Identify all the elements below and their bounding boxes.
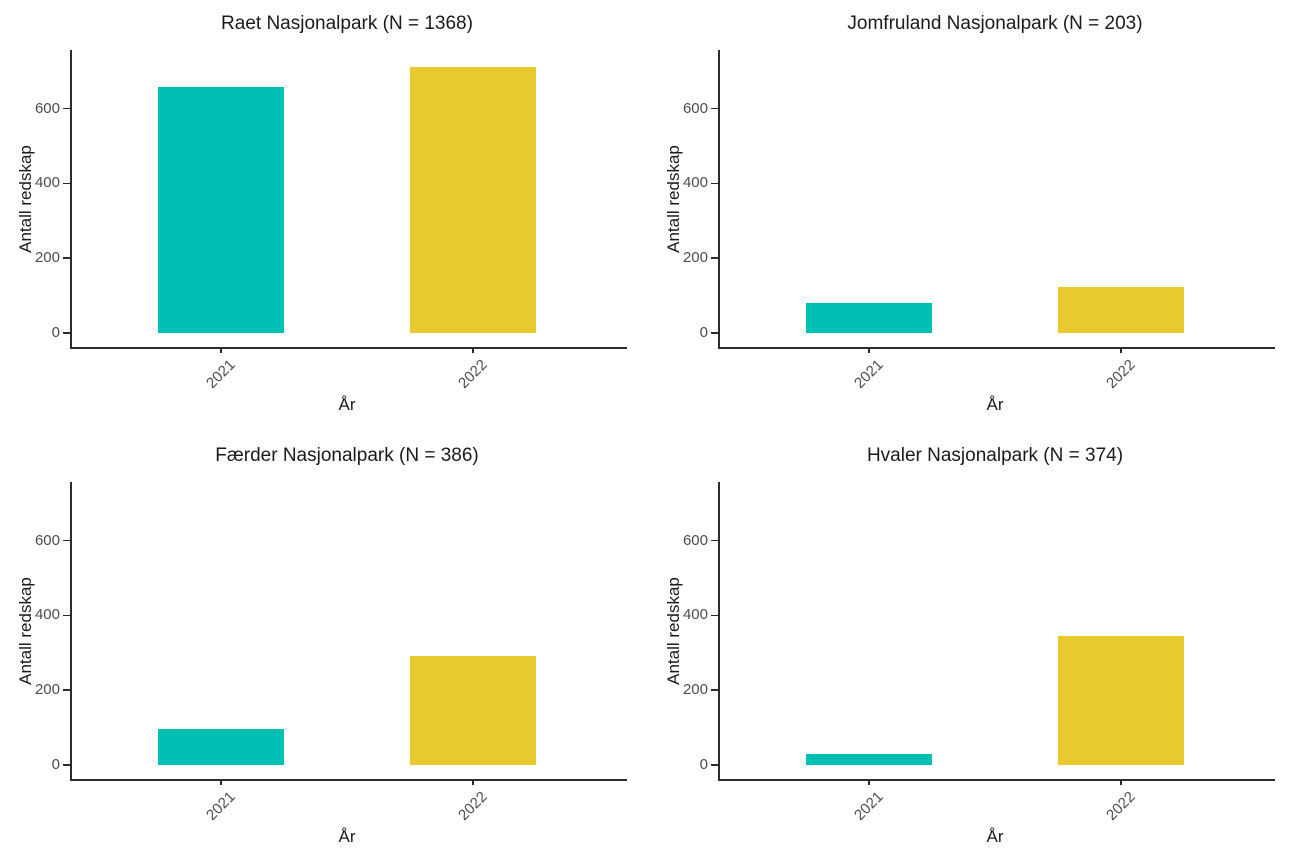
x-tick-mark-2022 [472,347,474,353]
chart-panel-raet: Raet Nasjonalpark (N = 1368) Antall reds… [0,0,648,432]
y-tick-mark-400 [63,182,70,185]
bar-2021 [158,86,285,333]
plot-area: 0 200 400 600 2021 2022 [648,0,1296,432]
x-axis-line [718,347,1275,349]
chart-title: Hvaler Nasjonalpark (N = 374) [866,445,1124,466]
bar-2022 [1057,636,1184,765]
y-tick-label-0: 0 [51,324,60,341]
y-tick-label-0: 0 [51,756,60,773]
x-tick-mark-2021 [868,779,870,785]
x-tick-label-2021: 2021 [202,356,239,392]
plot-area: 0 200 400 600 2021 2022 [648,432,1296,864]
chart-panel-faerder: Færder Nasjonalpark (N = 386) Antall red… [0,432,648,864]
y-tick-mark-0 [63,332,70,334]
bar-2022 [409,67,536,333]
y-tick-mark-400 [711,614,718,617]
x-tick-label-2022: 2022 [1102,356,1139,392]
y-tick-label-400: 400 [34,606,60,624]
x-axis-title: År [986,827,1004,846]
x-axis-line [718,779,1275,781]
y-tick-mark-400 [63,614,70,617]
y-axis-line [718,482,720,779]
y-tick-mark-600 [63,539,70,542]
y-tick-label-0: 0 [699,756,708,773]
chart-title: Færder Nasjonalpark (N = 386) [215,445,479,466]
y-tick-mark-200 [711,689,718,691]
plot-area: 0 200 400 600 2021 2022 [0,0,648,432]
y-tick-mark-200 [711,257,718,259]
y-tick-mark-600 [63,107,70,110]
y-axis-line [70,482,72,779]
x-tick-mark-2021 [868,347,870,353]
y-tick-label-400: 400 [682,174,708,192]
plot-area: 0 200 400 600 2021 2022 [0,432,648,864]
y-tick-label-200: 200 [682,681,708,699]
x-axis-title: År [338,395,356,414]
x-tick-label-2021: 2021 [850,788,887,824]
bar-2022 [409,656,536,765]
y-tick-mark-0 [711,332,718,334]
x-tick-label-2022: 2022 [454,356,491,392]
chart-title: Raet Nasjonalpark (N = 1368) [221,13,473,34]
y-tick-mark-200 [63,257,70,259]
x-axis-title: År [338,827,356,846]
x-tick-mark-2021 [220,779,222,785]
x-tick-mark-2022 [1120,347,1122,353]
y-tick-label-600: 600 [682,99,708,117]
x-tick-label-2022: 2022 [1102,788,1139,824]
x-tick-label-2021: 2021 [202,788,239,824]
y-tick-label-600: 600 [682,531,708,549]
bar-2021 [806,303,933,333]
x-axis-line [70,347,627,349]
x-tick-mark-2022 [472,779,474,785]
y-tick-label-400: 400 [34,174,60,192]
x-tick-label-2022: 2022 [454,788,491,824]
y-tick-mark-200 [63,689,70,691]
y-tick-mark-600 [711,539,718,542]
chart-title: Jomfruland Nasjonalpark (N = 203) [847,13,1143,34]
y-tick-mark-600 [711,107,718,110]
y-axis-line [718,50,720,347]
y-tick-label-200: 200 [34,249,60,267]
chart-panel-jomfruland: Jomfruland Nasjonalpark (N = 203) Antall… [648,0,1296,432]
x-axis-title: År [986,395,1004,414]
x-tick-label-2021: 2021 [850,356,887,392]
y-tick-label-600: 600 [34,531,60,549]
y-tick-mark-0 [63,764,70,766]
y-tick-label-0: 0 [699,324,708,341]
y-tick-mark-400 [711,182,718,185]
x-tick-mark-2022 [1120,779,1122,785]
y-tick-label-200: 200 [34,681,60,699]
x-axis-line [70,779,627,781]
x-tick-mark-2021 [220,347,222,353]
y-axis-line [70,50,72,347]
bar-2021 [158,729,285,765]
y-tick-label-600: 600 [34,99,60,117]
bar-2021 [806,753,933,765]
chart-panel-hvaler: Hvaler Nasjonalpark (N = 374) Antall red… [648,432,1296,864]
y-tick-label-200: 200 [682,249,708,267]
y-tick-label-400: 400 [682,606,708,624]
bar-2022 [1057,286,1184,333]
y-tick-mark-0 [711,764,718,766]
